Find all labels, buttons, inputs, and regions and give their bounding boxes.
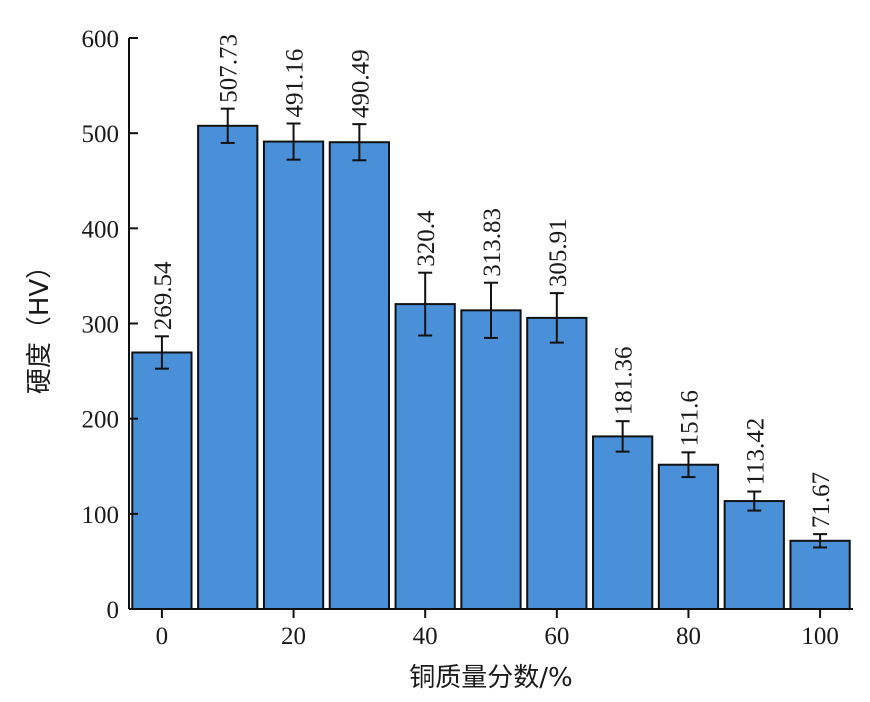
value-label: 491.16 — [282, 49, 309, 118]
x-tick-label: 20 — [281, 623, 306, 650]
value-label: 151.6 — [676, 390, 703, 446]
bar — [262, 140, 325, 611]
bar — [723, 500, 785, 610]
bar — [328, 141, 390, 610]
value-label: 269.54 — [150, 261, 177, 330]
y-tick-label: 200 — [82, 407, 120, 434]
bar — [197, 124, 259, 610]
y-tick-label: 400 — [82, 216, 120, 243]
value-label: 507.73 — [216, 34, 243, 103]
x-tick-label: 60 — [544, 623, 569, 650]
value-labels-group: 269.54 507.73 491.16 490.49 320.4 313.83 305.9… — [150, 34, 835, 528]
y-axis-title: 硬度（HV） — [25, 253, 55, 394]
y-tick-label: 500 — [82, 121, 120, 148]
bar — [592, 435, 654, 610]
value-label: 305.91 — [545, 218, 572, 287]
value-label: 71.67 — [808, 472, 835, 528]
x-tick-label: 0 — [156, 623, 169, 650]
y-tick-label: 300 — [82, 312, 120, 339]
bar — [394, 303, 456, 610]
value-label: 320.4 — [413, 210, 440, 267]
x-axis-title: 铜质量分数/% — [409, 663, 572, 693]
y-tick-label: 600 — [82, 26, 120, 53]
x-tick-label: 100 — [801, 623, 839, 650]
error-bars-group — [154, 107, 828, 549]
value-label: 490.49 — [347, 49, 374, 118]
bar — [657, 463, 720, 611]
value-label: 313.83 — [479, 208, 506, 277]
bar — [460, 309, 522, 610]
x-tick-label: 40 — [413, 623, 438, 650]
x-tick-label: 80 — [676, 623, 701, 650]
bar — [789, 539, 851, 610]
value-label: 181.36 — [611, 346, 638, 415]
bar — [526, 316, 588, 610]
value-label: 113.42 — [742, 418, 769, 486]
y-tick-label: 100 — [82, 502, 120, 529]
bars-group — [131, 124, 851, 611]
bar — [131, 351, 193, 610]
y-tick-label: 0 — [107, 597, 120, 624]
axes-group: 0 100 200 300 400 500 600 0 20 40 60 80 100 — [82, 26, 853, 650]
